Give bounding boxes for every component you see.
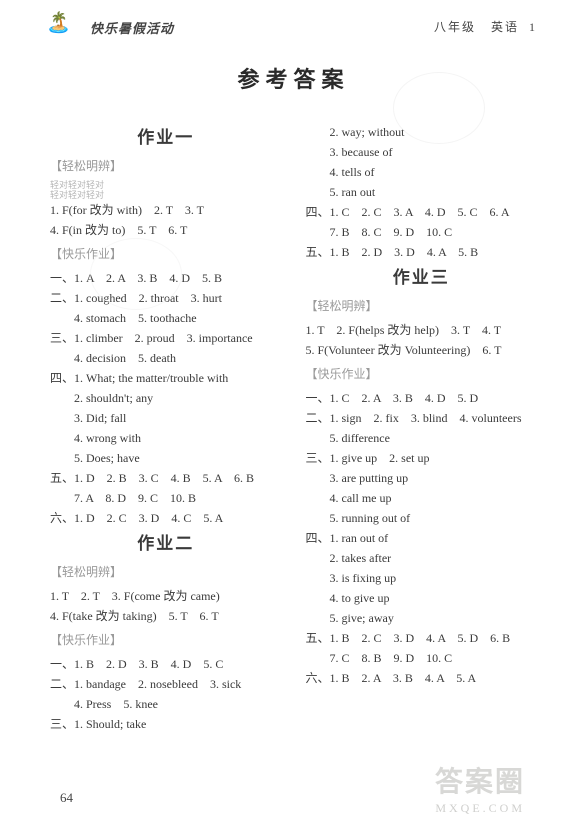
answer-line: 三、1. climber 2. proud 3. importance [50,328,282,348]
left-column: 作业一 【轻松明辨】 轻对轻对轻对 轻对轻对轻对 1. F(for 改为 wit… [50,122,282,734]
answer-line: 四、1. C 2. C 3. A 4. D 5. C 6. A [306,202,538,222]
answer-line: 5. give; away [306,608,538,628]
grade: 八年级 [434,20,476,34]
answer-line: 7. A 8. D 9. C 10. B [50,488,282,508]
answer-line: 1. T 2. F(helps 改为 help) 3. T 4. T [306,320,538,340]
stamp-decor-1 [393,72,485,144]
answer-line: 3. is fixing up [306,568,538,588]
content-columns: 作业一 【轻松明辨】 轻对轻对轻对 轻对轻对轻对 1. F(for 改为 wit… [50,122,537,734]
page-number: 64 [60,790,73,806]
answer-line: 4. F(in 改为 to) 5. T 6. T [50,220,282,240]
answer-line: 4. wrong with [50,428,282,448]
answer-line: 三、1. Should; take [50,714,282,734]
answer-line: 二、1. bandage 2. nosebleed 3. sick [50,674,282,694]
answer-line: 六、1. D 2. C 3. D 4. C 5. A [50,508,282,528]
watermark-sub: MXQE.COM [435,801,525,816]
hw3-title: 作业三 [306,268,538,288]
answer-line: 4. to give up [306,588,538,608]
hw1-title: 作业一 [50,128,282,148]
watermark-main: 答案圈 [435,760,525,800]
answer-line: 五、1. B 2. C 3. D 4. A 5. D 6. B [306,628,538,648]
answer-line: 一、1. C 2. A 3. B 4. D 5. D [306,388,538,408]
tiny-text-2: 轻对轻对轻对 [50,190,282,200]
sub-kuaile-3: 【快乐作业】 [306,364,538,384]
answer-line: 四、1. ran out of [306,528,538,548]
answer-line: 2. shouldn't; any [50,388,282,408]
answer-line: 3. are putting up [306,468,538,488]
answer-line: 三、1. give up 2. set up [306,448,538,468]
sub-kuaile-2: 【快乐作业】 [50,630,282,650]
answer-line: 4. F(take 改为 taking) 5. T 6. T [50,606,282,626]
page-header: 快乐暑假活动 八年级 英语 1 [50,18,537,46]
answer-line: 四、1. What; the matter/trouble with [50,368,282,388]
sub-qingsong-1: 【轻松明辨】 [50,156,282,176]
sub-qingsong-2: 【轻松明辨】 [50,562,282,582]
answer-line: 五、1. B 2. D 3. D 4. A 5. B [306,242,538,262]
answer-line: 4. stomach 5. toothache [50,308,282,328]
answer-line: 4. tells of [306,162,538,182]
stamp-decor-2 [90,238,182,310]
hw2-title: 作业二 [50,534,282,554]
answer-line: 7. C 8. B 9. D 10. C [306,648,538,668]
answer-line: 二、1. sign 2. fix 3. blind 4. volunteers [306,408,538,428]
answer-line: 一、1. B 2. D 3. B 4. D 5. C [50,654,282,674]
answer-line: 五、1. D 2. B 3. C 4. B 5. A 6. B [50,468,282,488]
decor-island-icon: 🏝️ [46,10,71,35]
page-index: 1 [529,20,537,34]
answer-line: 5. Does; have [50,448,282,468]
tiny-text-1: 轻对轻对轻对 [50,180,282,190]
page: 🏝️ 快乐暑假活动 八年级 英语 1 参考答案 作业一 【轻松明辨】 轻对轻对轻… [0,0,565,830]
answer-line: 5. difference [306,428,538,448]
answer-line: 3. Did; fall [50,408,282,428]
answer-line: 4. call me up [306,488,538,508]
answer-line: 1. F(for 改为 with) 2. T 3. T [50,200,282,220]
answer-line: 7. B 8. C 9. D 10. C [306,222,538,242]
sub-qingsong-3: 【轻松明辨】 [306,296,538,316]
answer-line: 5. F(Volunteer 改为 Volunteering) 6. T [306,340,538,360]
answer-line: 5. running out of [306,508,538,528]
answer-line: 2. takes after [306,548,538,568]
answer-line: 3. because of [306,142,538,162]
answer-line: 六、1. B 2. A 3. B 4. A 5. A [306,668,538,688]
answer-line: 1. T 2. T 3. F(come 改为 came) [50,586,282,606]
answer-line: 4. decision 5. death [50,348,282,368]
answer-line: 5. ran out [306,182,538,202]
grade-subject: 八年级 英语 1 [434,18,537,35]
subject: 英语 [491,20,519,34]
right-column: 2. way; without 3. because of 4. tells o… [306,122,538,734]
answer-line: 4. Press 5. knee [50,694,282,714]
